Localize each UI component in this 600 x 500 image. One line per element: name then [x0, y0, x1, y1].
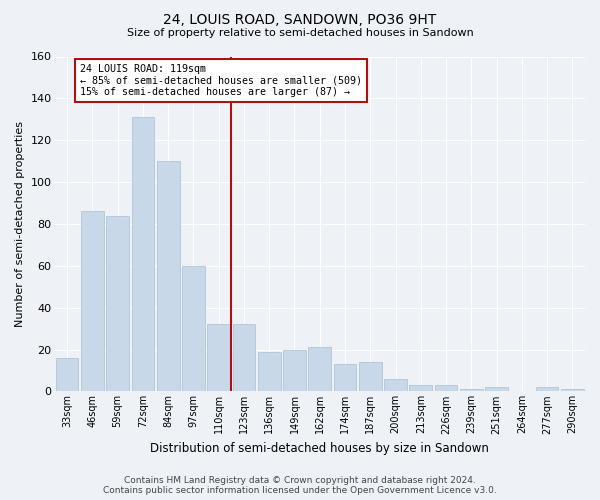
Bar: [233, 324, 256, 392]
Bar: [308, 348, 331, 392]
Bar: [56, 358, 79, 392]
Bar: [81, 212, 104, 392]
Bar: [561, 390, 584, 392]
Bar: [106, 216, 129, 392]
Bar: [536, 387, 559, 392]
Bar: [258, 352, 281, 392]
Text: 24, LOUIS ROAD, SANDOWN, PO36 9HT: 24, LOUIS ROAD, SANDOWN, PO36 9HT: [163, 12, 437, 26]
Bar: [434, 385, 457, 392]
Bar: [131, 117, 154, 392]
Y-axis label: Number of semi-detached properties: Number of semi-detached properties: [15, 121, 25, 327]
Bar: [409, 385, 432, 392]
Bar: [384, 379, 407, 392]
Bar: [283, 350, 306, 392]
Bar: [182, 266, 205, 392]
Bar: [485, 387, 508, 392]
Text: Size of property relative to semi-detached houses in Sandown: Size of property relative to semi-detach…: [127, 28, 473, 38]
Bar: [460, 390, 482, 392]
Bar: [157, 161, 179, 392]
Text: Contains HM Land Registry data © Crown copyright and database right 2024.
Contai: Contains HM Land Registry data © Crown c…: [103, 476, 497, 495]
Bar: [359, 362, 382, 392]
Bar: [208, 324, 230, 392]
X-axis label: Distribution of semi-detached houses by size in Sandown: Distribution of semi-detached houses by …: [150, 442, 489, 455]
Text: 24 LOUIS ROAD: 119sqm
← 85% of semi-detached houses are smaller (509)
15% of sem: 24 LOUIS ROAD: 119sqm ← 85% of semi-deta…: [80, 64, 362, 97]
Bar: [334, 364, 356, 392]
